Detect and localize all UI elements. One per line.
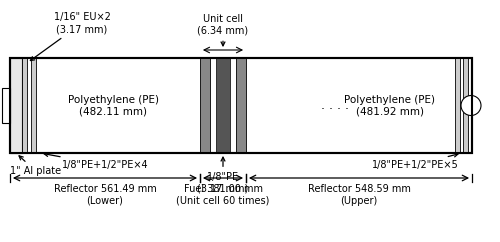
Text: 1/8"PE
(3.17 mm): 1/8"PE (3.17 mm) xyxy=(198,157,248,194)
Text: Polyethylene (PE)
(482.11 mm): Polyethylene (PE) (482.11 mm) xyxy=(68,95,158,116)
Text: 1/8"PE+1/2"PE×4: 1/8"PE+1/2"PE×4 xyxy=(44,152,148,170)
Text: 1" Al plate: 1" Al plate xyxy=(10,156,61,176)
Text: 1/8"PE+1/2"PE×5: 1/8"PE+1/2"PE×5 xyxy=(372,153,458,170)
Bar xyxy=(216,58,230,153)
Text: Polyethylene (PE)
(481.92 mm): Polyethylene (PE) (481.92 mm) xyxy=(344,95,436,116)
Bar xyxy=(463,58,468,153)
Bar xyxy=(22,58,27,153)
Bar xyxy=(2,88,10,123)
Text: Unit cell
(6.34 mm): Unit cell (6.34 mm) xyxy=(198,14,248,46)
Bar xyxy=(10,58,22,153)
Bar xyxy=(455,58,460,153)
Circle shape xyxy=(461,96,481,115)
Text: . . . .: . . . . xyxy=(321,99,349,112)
Bar xyxy=(31,58,36,153)
Bar xyxy=(10,58,472,153)
Text: 1/16" EU×2
(3.17 mm): 1/16" EU×2 (3.17 mm) xyxy=(30,12,110,60)
Bar xyxy=(10,58,472,153)
Text: Reflector 548.59 mm
(Upper): Reflector 548.59 mm (Upper) xyxy=(308,184,410,206)
Bar xyxy=(236,58,246,153)
Text: Reflector 561.49 mm
(Lower): Reflector 561.49 mm (Lower) xyxy=(54,184,156,206)
Text: Fuel 381.00 mm
(Unit cell 60 times): Fuel 381.00 mm (Unit cell 60 times) xyxy=(176,184,270,206)
Bar xyxy=(200,58,210,153)
